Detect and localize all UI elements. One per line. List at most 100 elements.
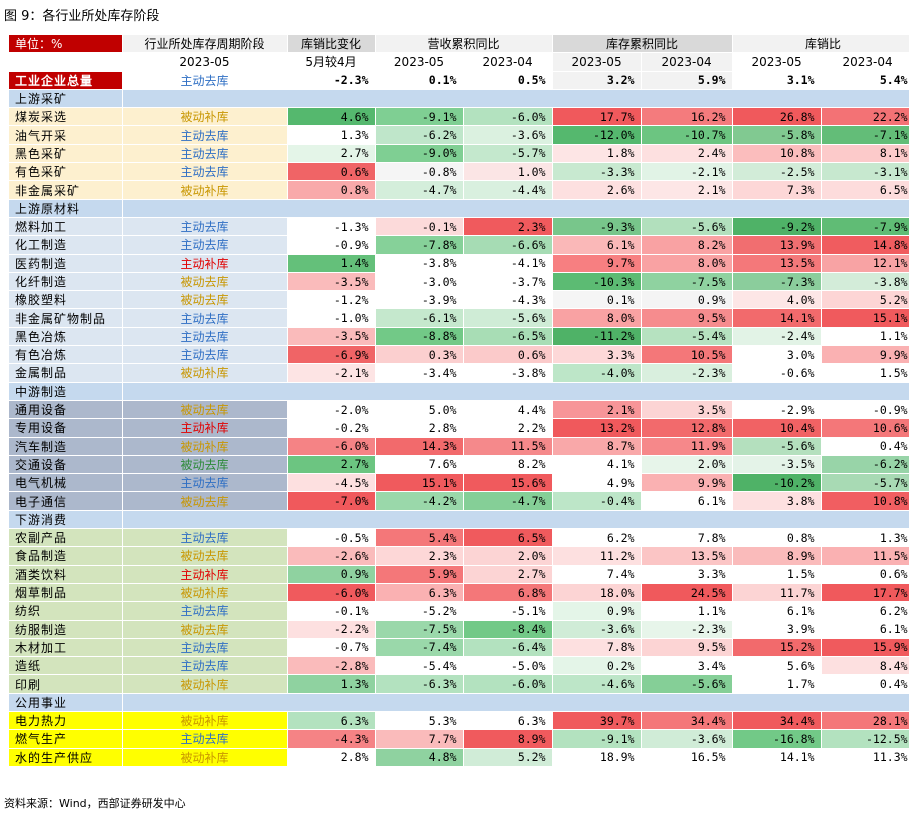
value-cell: 1.5% — [821, 363, 909, 383]
stage-label: 主动去库 — [122, 327, 288, 347]
value-cell: 2.4% — [641, 144, 733, 164]
value-cell: 8.0% — [552, 308, 642, 328]
industry-name: 电力热力 — [9, 711, 123, 731]
value-cell: 1.3% — [287, 674, 376, 694]
value-cell: 0.8% — [287, 180, 376, 200]
stage-label: 主动去库 — [122, 473, 288, 493]
industry-row: 专用设备 主动补库 -0.2% 2.8% 2.2% 13.2% 12.8% 10.4% 10.6… — [9, 418, 909, 438]
value-cell: 9.9% — [821, 345, 909, 365]
value-cell: 18.9% — [552, 748, 642, 767]
value-cell: -7.5% — [375, 620, 464, 639]
industry-row: 造纸 主动去库 -2.8% -5.4% -5.0% 0.2% 3.4% 5.6% 8.4% — [9, 656, 909, 676]
value-cell: -8.8% — [375, 327, 464, 347]
industry-row: 燃气生产 主动去库 -4.3% 7.7% 8.9% -9.1% -3.6% -16.8% -12… — [9, 729, 909, 749]
value-cell: 1.3% — [821, 528, 909, 548]
value-cell: -7.8% — [375, 235, 464, 255]
value-cell: -2.2% — [287, 620, 376, 639]
value-cell: -1.2% — [287, 290, 376, 310]
value-cell: 22.2% — [821, 107, 909, 127]
stage-label: 主动去库 — [122, 729, 288, 749]
value-cell: 7.8% — [552, 638, 642, 658]
value-cell: -2.1% — [287, 363, 376, 383]
value-cell: -5.7% — [821, 473, 909, 493]
value-cell: 0.8% — [732, 528, 822, 548]
industry-row: 化纤制造 被动去库 -3.5% -3.0% -3.7% -10.3% -7.5% -7.3% -… — [9, 272, 909, 292]
value-cell: 10.4% — [732, 418, 822, 438]
value-cell: 2.7% — [287, 455, 376, 475]
value-cell: -12.0% — [552, 125, 642, 145]
value-cell: -3.1% — [821, 162, 909, 182]
section-row: 上游原材料 — [9, 199, 909, 218]
value-cell: 2.0% — [641, 455, 733, 475]
value-cell: 0.4% — [821, 437, 909, 456]
value-cell: 1.3% — [287, 125, 376, 145]
value-cell: 18.0% — [552, 583, 642, 603]
industry-name: 电子通信 — [9, 491, 123, 511]
value-cell: -9.0% — [375, 144, 464, 164]
value-cell: 5.9% — [641, 71, 733, 90]
stage-label: 被动去库 — [122, 290, 288, 310]
industry-name: 燃气生产 — [9, 729, 123, 749]
value-cell: 11.5% — [463, 437, 553, 456]
value-cell: 13.5% — [641, 546, 733, 566]
value-cell: -6.5% — [463, 327, 553, 347]
stage-label: 主动去库 — [122, 345, 288, 365]
value-cell: 0.9% — [641, 290, 733, 310]
value-cell: 6.1% — [821, 620, 909, 639]
value-cell: 15.9% — [821, 638, 909, 658]
unit-label: 单位：% — [9, 35, 123, 54]
industry-row: 金属制品 被动补库 -2.1% -3.4% -3.8% -4.0% -2.3% -0.6% 1.… — [9, 363, 909, 383]
value-cell: -2.3% — [287, 71, 376, 90]
industry-row: 酒类饮料 主动补库 0.9% 5.9% 2.7% 7.4% 3.3% 1.5% 0.6% — [9, 565, 909, 584]
value-cell: -0.8% — [375, 162, 464, 182]
value-cell: 9.5% — [641, 638, 733, 658]
industry-name: 汽车制造 — [9, 437, 123, 456]
value-cell: 15.2% — [732, 638, 822, 658]
industry-name: 通用设备 — [9, 400, 123, 420]
value-cell: 13.2% — [552, 418, 642, 438]
value-cell: 16.5% — [641, 748, 733, 767]
value-cell: -4.4% — [463, 180, 553, 200]
value-cell: 2.7% — [463, 565, 553, 584]
value-cell: -7.9% — [821, 217, 909, 237]
header-row-2: 2023-05 5月较4月 2023-05 2023-04 2023-05 20… — [9, 52, 909, 72]
stage-label: 被动补库 — [122, 363, 288, 383]
value-cell: -2.8% — [287, 656, 376, 676]
value-cell: 9.9% — [641, 473, 733, 493]
value-cell: 0.9% — [287, 565, 376, 584]
total-row: 工业企业总量 主动去库 -2.3% 0.1% 0.5% 3.2% 5.9% 3.1% 5.4% — [9, 71, 909, 90]
stage-label: 主动去库 — [122, 601, 288, 621]
value-cell: 11.5% — [821, 546, 909, 566]
value-cell: -2.0% — [287, 400, 376, 420]
value-cell: -5.6% — [463, 308, 553, 328]
industry-row: 医药制造 主动补库 1.4% -3.8% -4.1% 9.7% 8.0% 13.5% 12.1% — [9, 254, 909, 273]
value-cell: 2.8% — [375, 418, 464, 438]
sub-header: 2023-05 — [375, 52, 464, 72]
industry-row: 水的生产供应 被动补库 2.8% 4.8% 5.2% 18.9% 16.5% 14.1% 11.… — [9, 748, 909, 767]
value-cell: 3.1% — [732, 71, 822, 90]
value-cell: 1.7% — [732, 674, 822, 694]
value-cell: 10.5% — [641, 345, 733, 365]
value-cell: -4.1% — [463, 254, 553, 273]
industry-name: 木材加工 — [9, 638, 123, 658]
value-cell: 2.1% — [641, 180, 733, 200]
value-cell: -5.6% — [641, 217, 733, 237]
stage-label: 主动补库 — [122, 418, 288, 438]
value-cell: 0.6% — [287, 162, 376, 182]
industry-row: 电力热力 被动补库 6.3% 5.3% 6.3% 39.7% 34.4% 34.4% 28.1% — [9, 711, 909, 731]
value-cell: 0.6% — [821, 565, 909, 584]
value-cell: 11.2% — [552, 546, 642, 566]
stage-label: 被动补库 — [122, 748, 288, 767]
value-cell: -3.5% — [287, 272, 376, 292]
value-cell: 7.3% — [732, 180, 822, 200]
value-cell: 6.3% — [375, 583, 464, 603]
industry-row: 燃料加工 主动去库 -1.3% -0.1% 2.3% -9.3% -5.6% -9.2% -7.… — [9, 217, 909, 237]
value-cell: 8.4% — [821, 656, 909, 676]
value-cell: 10.8% — [732, 144, 822, 164]
value-cell: 8.1% — [821, 144, 909, 164]
stage-label: 被动补库 — [122, 711, 288, 731]
value-cell: 4.6% — [287, 107, 376, 127]
value-cell: -7.1% — [821, 125, 909, 145]
value-cell: 4.1% — [552, 455, 642, 475]
value-cell: 0.6% — [463, 345, 553, 365]
